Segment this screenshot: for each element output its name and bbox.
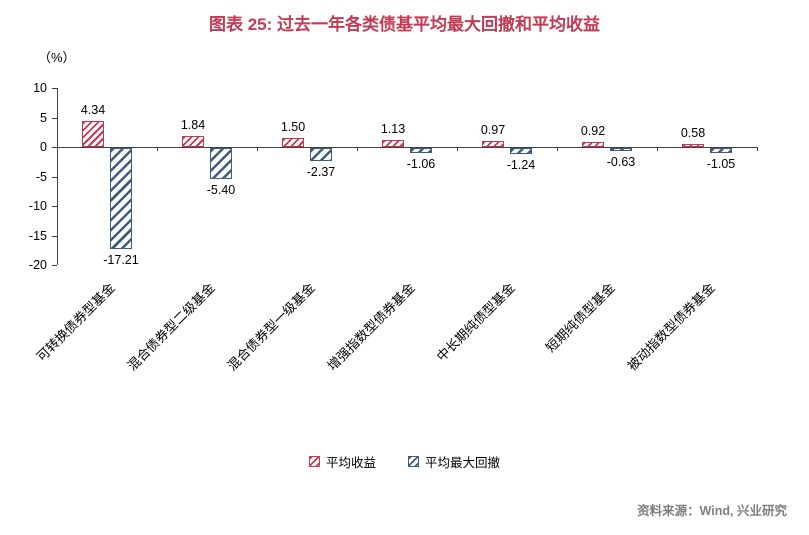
category-label: 短期纯债型基金 bbox=[542, 280, 618, 356]
return-bar bbox=[82, 121, 104, 147]
value-label: 0.97 bbox=[480, 123, 506, 138]
category-label: 被动指数型债券基金 bbox=[624, 280, 718, 374]
legend-label: 平均最大回撤 bbox=[425, 456, 501, 470]
value-label: -17.21 bbox=[103, 252, 139, 267]
y-tick-label: 0 bbox=[40, 140, 47, 154]
category-label: 可转换债券型基金 bbox=[33, 280, 118, 365]
y-axis-line bbox=[57, 88, 58, 265]
drawdown-bar bbox=[110, 148, 132, 249]
y-tick-label: -10 bbox=[28, 199, 47, 213]
drawdown-bar bbox=[310, 148, 332, 161]
y-tick-mark bbox=[52, 117, 57, 119]
value-label: -1.05 bbox=[706, 157, 736, 172]
legend-label: 平均收益 bbox=[325, 456, 376, 470]
x-tick-mark bbox=[257, 147, 258, 151]
legend-item-drawdown: 平均最大回撤 bbox=[408, 452, 500, 471]
x-tick-mark bbox=[157, 147, 158, 151]
value-label: -2.37 bbox=[306, 164, 336, 179]
drawdown-bar bbox=[710, 148, 732, 154]
return-bar bbox=[382, 140, 404, 147]
value-label: 1.84 bbox=[180, 118, 206, 133]
x-axis-line bbox=[57, 147, 757, 148]
y-tick-mark bbox=[52, 147, 57, 148]
value-label: -1.24 bbox=[506, 158, 536, 173]
y-tick-mark bbox=[52, 206, 57, 207]
x-tick-mark bbox=[457, 147, 458, 151]
category-label: 增强指数型债券基金 bbox=[324, 280, 418, 374]
value-label: 4.34 bbox=[80, 103, 106, 118]
y-tick-label: 10 bbox=[33, 81, 47, 95]
category-label: 混合债券型二级基金 bbox=[124, 280, 218, 374]
return-bar bbox=[682, 143, 704, 147]
value-label: 1.13 bbox=[380, 122, 406, 137]
y-tick-label: -20 bbox=[28, 258, 47, 272]
value-label: 1.50 bbox=[280, 120, 306, 135]
category-label: 混合债券型一级基金 bbox=[224, 280, 318, 374]
x-tick-mark bbox=[657, 147, 658, 151]
value-label: -5.40 bbox=[206, 182, 236, 197]
source-note: 资料来源：Wind, 兴业研究 bbox=[637, 504, 787, 518]
drawdown-bar bbox=[210, 148, 232, 179]
return-bar bbox=[182, 136, 204, 147]
x-tick-mark bbox=[357, 147, 358, 151]
x-tick-mark bbox=[557, 147, 558, 151]
legend: 平均收益 平均最大回撤 bbox=[0, 452, 809, 472]
y-tick-mark bbox=[52, 265, 57, 266]
value-label: 0.58 bbox=[680, 125, 706, 140]
y-tick-mark bbox=[52, 235, 57, 237]
y-tick-label: -15 bbox=[28, 228, 47, 243]
y-tick-label: 5 bbox=[40, 110, 47, 125]
drawdown-bar bbox=[510, 148, 532, 155]
legend-item-return: 平均收益 bbox=[308, 452, 376, 471]
value-label: -0.63 bbox=[606, 154, 636, 169]
x-tick-mark bbox=[757, 147, 758, 151]
category-label: 中长期纯债型基金 bbox=[433, 280, 518, 365]
legend-swatch-return bbox=[308, 456, 320, 467]
legend-swatch-drawdown bbox=[408, 456, 419, 467]
return-bar bbox=[482, 141, 504, 147]
drawdown-bar bbox=[410, 148, 432, 154]
value-label: 0.92 bbox=[580, 123, 606, 138]
drawdown-bar bbox=[610, 148, 632, 151]
plot-area: 10 5 0 -5 -10 -15 -20 4.34 -17.21 可转换债券型基金 1.84 -5.… bbox=[29, 81, 758, 373]
y-tick-mark bbox=[52, 88, 57, 89]
y-tick-mark bbox=[52, 176, 57, 178]
y-tick-label: -5 bbox=[35, 169, 47, 184]
x-tick-mark bbox=[57, 147, 58, 151]
chart-title: 图表 25: 过去一年各类债基平均最大回撤和平均收益 bbox=[208, 15, 601, 34]
return-bar bbox=[582, 141, 604, 147]
y-axis-unit-label: （%） bbox=[38, 50, 76, 65]
value-label: -1.06 bbox=[406, 157, 436, 172]
return-bar bbox=[282, 138, 304, 147]
